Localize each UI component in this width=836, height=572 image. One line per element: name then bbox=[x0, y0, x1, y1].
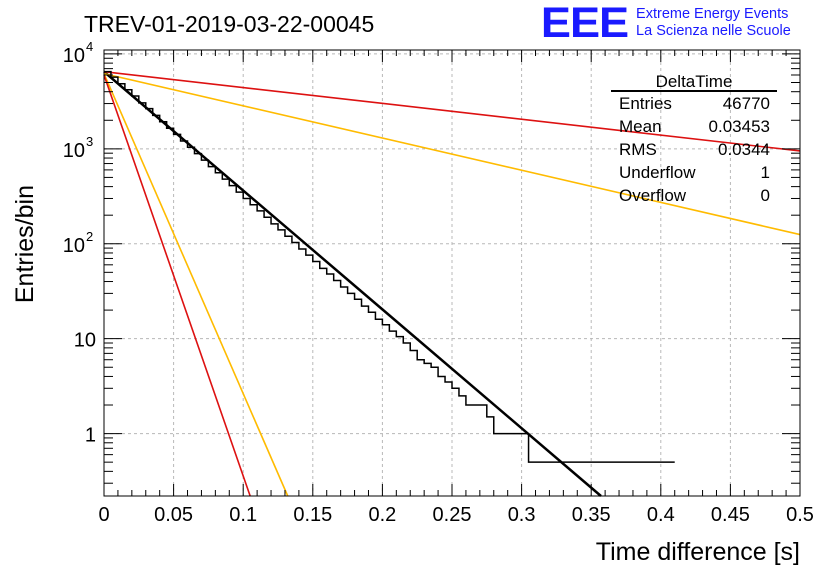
stats-title: DeltaTime bbox=[656, 72, 733, 91]
y-tick-exponent: 4 bbox=[86, 39, 93, 54]
fit-curve bbox=[103, 70, 602, 497]
stats-label: Underflow bbox=[619, 163, 696, 182]
chart-title: TREV-01-2019-03-22-00045 bbox=[84, 11, 374, 37]
stats-value: 1 bbox=[761, 163, 770, 182]
stats-box: DeltaTime Entries 46770 Mean 0.03453 RMS 0.03… bbox=[611, 72, 777, 205]
stats-value: 0.0344 bbox=[718, 140, 770, 159]
y-tick-label: 10 bbox=[63, 140, 85, 162]
x-tick-label: 0.15 bbox=[293, 504, 332, 526]
y-tick-label: 1 bbox=[85, 425, 96, 447]
logo-line-2: La Scienza nelle Scuole bbox=[636, 23, 791, 39]
y-tick-label: 10 bbox=[63, 235, 85, 257]
stats-label: Entries bbox=[619, 94, 672, 113]
fit-curve bbox=[103, 73, 289, 497]
stats-value: 0 bbox=[761, 186, 770, 205]
stats-label: RMS bbox=[619, 140, 657, 159]
x-tick-label: 0.35 bbox=[572, 504, 611, 526]
eee-logo: EEE Extreme Energy Events La Scienza nel… bbox=[540, 0, 791, 47]
y-tick-label: 10 bbox=[74, 330, 96, 352]
logo-line-1: Extreme Energy Events bbox=[636, 6, 789, 22]
x-tick-label: 0.3 bbox=[508, 504, 536, 526]
stats-label: Mean bbox=[619, 117, 662, 136]
stats-label: Overflow bbox=[619, 186, 687, 205]
eee-logo-mark: EEE bbox=[540, 0, 629, 47]
fit-curve bbox=[103, 72, 801, 236]
y-tick-exponent: 3 bbox=[86, 134, 93, 149]
x-tick-label: 0.45 bbox=[711, 504, 750, 526]
fit-curve bbox=[103, 70, 801, 152]
x-tick-label: 0.4 bbox=[647, 504, 675, 526]
stats-value: 0.03453 bbox=[709, 117, 770, 136]
x-tick-label: 0.25 bbox=[433, 504, 472, 526]
x-tick-labels: 0 0.05 0.1 0.15 0.2 0.25 0.3 0.35 0.4 0.45 0.5 bbox=[98, 504, 813, 526]
stats-value: 46770 bbox=[723, 94, 770, 113]
x-tick-label: 0.05 bbox=[154, 504, 193, 526]
axis-ticks bbox=[103, 50, 801, 496]
histogram-steps bbox=[104, 70, 675, 463]
x-axis-label: Time difference [s] bbox=[596, 538, 800, 566]
fit-curve bbox=[103, 74, 251, 497]
eee-logo-text: Extreme Energy Events La Scienza nelle S… bbox=[636, 6, 791, 40]
x-tick-label: 0.5 bbox=[786, 504, 814, 526]
x-tick-label: 0 bbox=[98, 504, 109, 526]
x-tick-label: 0.1 bbox=[229, 504, 257, 526]
y-tick-label: 10 bbox=[63, 45, 85, 67]
grid-lines bbox=[104, 50, 800, 496]
y-tick-exponent: 2 bbox=[86, 229, 93, 244]
x-tick-label: 0.2 bbox=[368, 504, 396, 526]
y-axis-label: Entries/bin bbox=[11, 185, 39, 303]
